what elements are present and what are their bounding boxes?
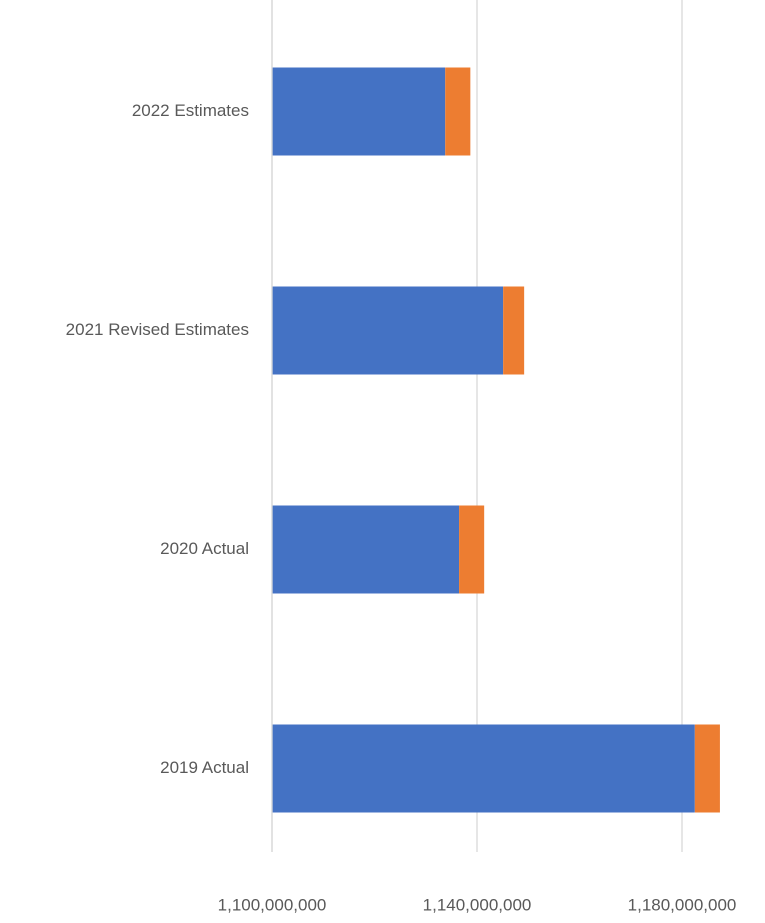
y-tick-label: 2020 Actual: [160, 539, 249, 558]
bar-segment: [272, 67, 446, 156]
bar-segment: [272, 286, 504, 375]
x-tick-label: 1,140,000,000: [423, 895, 532, 914]
bar-segment: [694, 724, 720, 813]
y-tick-label: 2022 Estimates: [132, 101, 249, 120]
bar-segment: [503, 286, 525, 375]
y-tick-label: 2019 Actual: [160, 758, 249, 777]
bar-segment: [445, 67, 471, 156]
bar-segment: [272, 505, 460, 594]
x-tick-label: 1,100,000,000: [218, 895, 327, 914]
bar-segment: [459, 505, 485, 594]
bar-segment: [272, 724, 695, 813]
y-tick-label: 2021 Revised Estimates: [66, 320, 249, 339]
x-tick-label: 1,180,000,000: [628, 895, 737, 914]
